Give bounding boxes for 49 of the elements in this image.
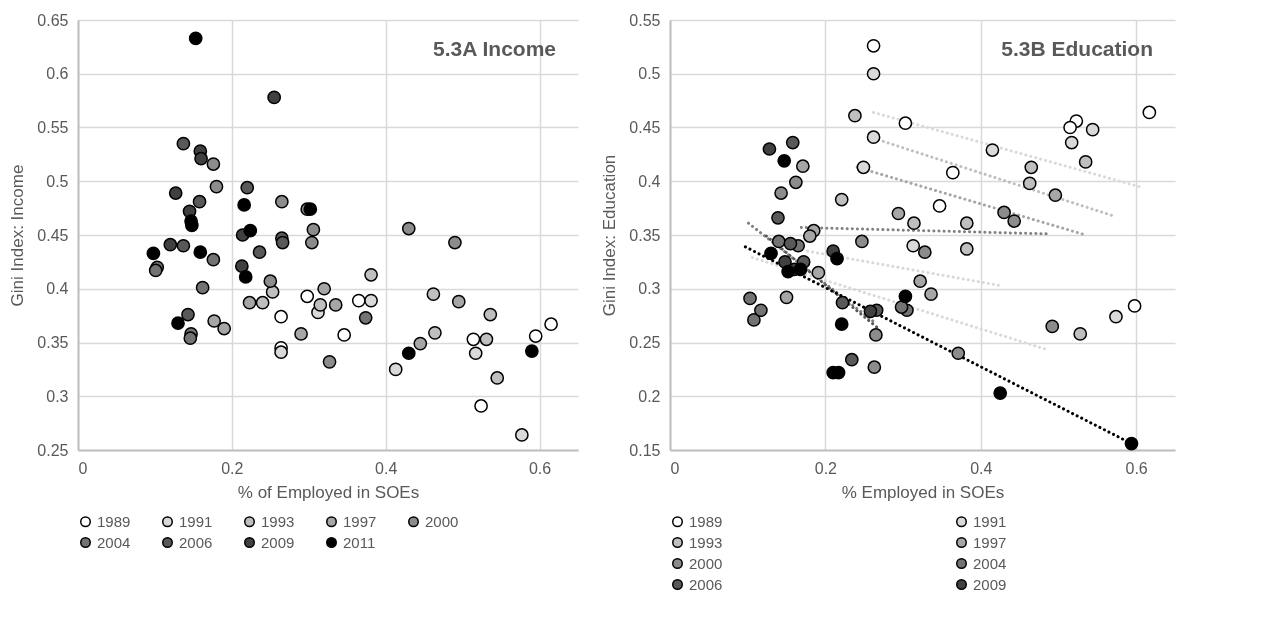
legend-label: 2004 [97,533,131,551]
legend-label: 1997 [343,512,377,530]
legend-label: 2011 [343,533,376,551]
text: 5.3B Education [1001,37,1153,60]
y-tick-label: 0.55 [37,119,69,136]
legend-label: 1991 [973,512,1007,530]
x-tick-label: 0.2 [221,459,244,477]
legend-label: 2009 [973,575,1007,593]
x-axis-title: % of Employed in SOEs [237,482,420,502]
y-tick-label: 0.5 [638,65,661,83]
y-axis-title: Gini Index: Education [600,154,620,317]
y-tick-label: 0.3 [638,280,661,298]
y-tick-label: 0.6 [46,65,69,83]
y-tick-label: 0.5 [46,172,69,190]
y-tick-label: 0.4 [46,280,69,298]
legend-label: 2004 [973,554,1007,572]
y-axis-title: Gini Index: Income [8,164,28,307]
y-tick-label: 0.55 [629,11,661,29]
legend-label: 2000 [425,512,459,530]
y-tick-label: 0.45 [629,119,661,136]
legend-label: 2006 [689,575,723,593]
y-tick-label: 0.3 [46,387,69,405]
y-tick-label: 0.35 [37,334,69,351]
legend-label: 1991 [179,512,213,530]
x-tick-label: 0.4 [970,459,993,477]
x-tick-label: 0.6 [528,459,552,477]
legend-label: 2000 [689,554,723,572]
text: 5.3A Income [433,37,556,60]
y-tick-label: 0.45 [37,226,69,244]
y-tick-label: 0.25 [37,441,69,459]
y-tick-label: 0.25 [629,334,661,351]
y-tick-label: 0.35 [629,226,661,244]
x-axis-title: % Employed in SOEs [841,482,1005,502]
y-tick-label: 0.4 [638,172,661,190]
x-tick-label: 0.4 [375,459,398,477]
legend-label: 1993 [689,533,723,551]
x-tick-label: 0 [78,459,88,477]
legend-label: 1993 [261,512,295,530]
y-tick-label: 0.15 [629,441,661,459]
legend-label: 1989 [97,512,131,530]
legend-label: 2006 [179,533,213,551]
x-tick-label: 0.6 [1125,459,1148,477]
legend-label: 1989 [689,512,723,530]
legend-label: 2009 [261,533,295,551]
y-tick-label: 0.2 [638,387,661,405]
x-tick-label: 0.2 [814,459,838,477]
y-tick-label: 0.65 [37,11,69,29]
legend-label: 1997 [973,533,1007,551]
x-tick-label: 0 [670,459,680,477]
